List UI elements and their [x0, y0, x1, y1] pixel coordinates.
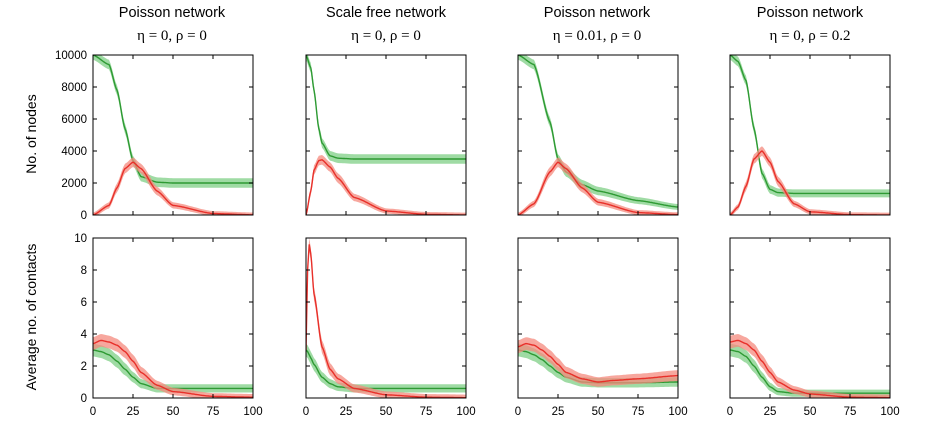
- column-title-4: Poisson network: [757, 5, 864, 21]
- y-tick-label: 8: [81, 265, 87, 277]
- plot-area: [518, 337, 678, 388]
- x-tick-label: 100: [456, 406, 475, 418]
- x-tick-label: 25: [552, 406, 565, 418]
- x-tick-label: 75: [632, 406, 645, 418]
- x-tick-label: 75: [844, 406, 857, 418]
- panel-bottom-3: 0 25 50 75 100: [515, 237, 688, 418]
- x-tick-label: 50: [380, 406, 393, 418]
- x-tick-label: 50: [167, 406, 180, 418]
- plot-frame: [92, 237, 254, 399]
- infected-band: [306, 238, 466, 398]
- susceptible-line: [306, 55, 466, 160]
- y-tick-label: 2: [81, 361, 87, 373]
- x-tick-label: 100: [668, 406, 687, 418]
- susceptible-band: [730, 55, 890, 198]
- infected-line: [93, 339, 253, 398]
- x-tick-label: 100: [243, 406, 262, 418]
- y-tick-label: 0: [81, 210, 87, 222]
- x-tick-label: 0: [303, 406, 309, 418]
- y-tick-label: 8000: [61, 82, 87, 94]
- susceptible-line: [730, 55, 890, 195]
- susceptible-band: [306, 343, 466, 393]
- panel-top-1: 0 2000 4000 6000 8000 10000: [55, 50, 254, 222]
- column-subtitle-1: η = 0, ρ = 0: [137, 28, 207, 44]
- susceptible-line: [518, 55, 678, 208]
- infected-line: [93, 161, 253, 215]
- x-tick-label: 50: [592, 406, 605, 418]
- y-tick-label: 0: [81, 393, 87, 405]
- x-tick-label: 25: [127, 406, 140, 418]
- y-tick-label: 4: [81, 329, 88, 341]
- panel-top-3: [517, 54, 679, 216]
- susceptible-band: [306, 55, 466, 164]
- panel-bottom-1: 0 25 50 75 100 0 2 4 6 8 10: [74, 233, 262, 418]
- column-title-1: Poisson network: [119, 5, 226, 21]
- column-subtitle-2: η = 0, ρ = 0: [351, 28, 421, 44]
- infected-band: [93, 157, 253, 215]
- infected-band: [730, 146, 890, 215]
- y-axis-label-top: No. of nodes: [23, 94, 39, 173]
- y-tick-label: 4000: [61, 146, 87, 158]
- plot-area: [730, 334, 890, 398]
- panel-top-2: [305, 54, 467, 216]
- susceptible-line: [93, 55, 253, 184]
- x-tick-label: 75: [420, 406, 433, 418]
- x-tick-label: 0: [727, 406, 733, 418]
- plot-area: [306, 55, 466, 215]
- susceptible-band: [730, 343, 890, 397]
- x-tick-label: 50: [804, 406, 817, 418]
- plot-frame: [305, 54, 467, 216]
- susceptible-band: [93, 343, 253, 393]
- infected-line: [518, 161, 678, 215]
- plot-area: [730, 55, 890, 215]
- y-tick-label: 6000: [61, 114, 87, 126]
- susceptible-band: [518, 343, 678, 388]
- y-tick-label: 2000: [61, 178, 87, 190]
- plot-area: [306, 238, 466, 398]
- x-tick-label: 25: [764, 406, 777, 418]
- plot-area: [518, 55, 678, 215]
- column-subtitle-3: η = 0.01, ρ = 0: [553, 28, 642, 44]
- infected-line: [518, 342, 678, 383]
- panel-bottom-4: 0 25 50 75 100: [727, 237, 900, 418]
- infected-band: [518, 337, 678, 387]
- x-tick-label: 75: [207, 406, 220, 418]
- plot-frame: [729, 237, 891, 399]
- plot-area: [93, 334, 253, 398]
- infected-line: [730, 150, 890, 215]
- x-tick-label: 100: [880, 406, 899, 418]
- y-axis-label-bottom: Average no. of contacts: [23, 244, 39, 391]
- column-title-3: Poisson network: [544, 5, 651, 21]
- infected-band: [730, 334, 890, 398]
- x-tick-label: 0: [90, 406, 96, 418]
- plot-area: [93, 55, 253, 215]
- infected-band: [306, 155, 466, 215]
- column-headings: Poisson network η = 0, ρ = 0 Scale free …: [119, 5, 864, 44]
- x-tick-label: 0: [515, 406, 521, 418]
- infected-band: [93, 334, 253, 398]
- y-tick-label: 6: [81, 297, 87, 309]
- y-tick-label: 10000: [55, 50, 87, 62]
- infected-band: [518, 157, 678, 215]
- susceptible-line: [306, 349, 466, 390]
- column-title-2: Scale free network: [326, 5, 447, 21]
- x-tick-label: 25: [340, 406, 353, 418]
- column-subtitle-4: η = 0, ρ = 0.2: [770, 28, 851, 44]
- panel-bottom-2: 0 25 50 75 100: [303, 237, 476, 418]
- y-tick-label: 10: [74, 233, 87, 245]
- susceptible-band: [93, 55, 253, 188]
- panel-top-4: [729, 54, 891, 216]
